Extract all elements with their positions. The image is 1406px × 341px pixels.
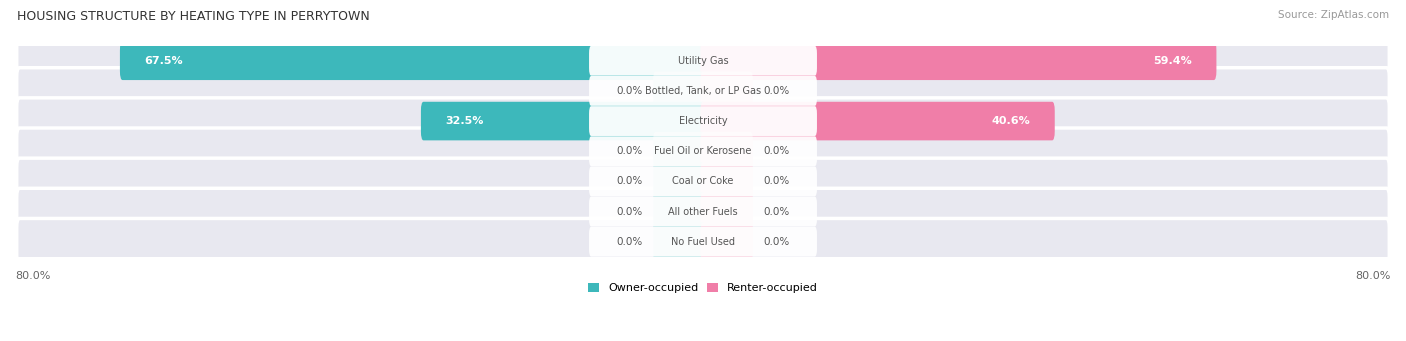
Text: No Fuel Used: No Fuel Used: [671, 237, 735, 247]
FancyBboxPatch shape: [654, 162, 706, 201]
FancyBboxPatch shape: [589, 136, 817, 166]
Text: 0.0%: 0.0%: [617, 176, 643, 187]
Text: 0.0%: 0.0%: [617, 237, 643, 247]
FancyBboxPatch shape: [700, 42, 1216, 80]
Text: Source: ZipAtlas.com: Source: ZipAtlas.com: [1278, 10, 1389, 20]
FancyBboxPatch shape: [700, 102, 1054, 140]
FancyBboxPatch shape: [700, 132, 752, 170]
FancyBboxPatch shape: [700, 162, 752, 201]
Text: Utility Gas: Utility Gas: [678, 56, 728, 66]
FancyBboxPatch shape: [654, 192, 706, 231]
FancyBboxPatch shape: [589, 46, 817, 76]
FancyBboxPatch shape: [120, 42, 706, 80]
FancyBboxPatch shape: [17, 158, 1389, 205]
FancyBboxPatch shape: [654, 222, 706, 261]
Text: 0.0%: 0.0%: [763, 146, 789, 156]
Text: 0.0%: 0.0%: [763, 176, 789, 187]
Text: Coal or Coke: Coal or Coke: [672, 176, 734, 187]
Text: 0.0%: 0.0%: [617, 207, 643, 217]
Text: 67.5%: 67.5%: [143, 56, 183, 66]
FancyBboxPatch shape: [17, 38, 1389, 84]
FancyBboxPatch shape: [700, 192, 752, 231]
Text: 0.0%: 0.0%: [763, 86, 789, 96]
Text: 32.5%: 32.5%: [446, 116, 484, 126]
Text: 80.0%: 80.0%: [15, 271, 51, 281]
FancyBboxPatch shape: [654, 72, 706, 110]
Text: 0.0%: 0.0%: [763, 207, 789, 217]
FancyBboxPatch shape: [17, 128, 1389, 175]
Text: Electricity: Electricity: [679, 116, 727, 126]
Text: 59.4%: 59.4%: [1153, 56, 1192, 66]
FancyBboxPatch shape: [589, 227, 817, 256]
FancyBboxPatch shape: [589, 76, 817, 106]
Text: Fuel Oil or Kerosene: Fuel Oil or Kerosene: [654, 146, 752, 156]
Text: 0.0%: 0.0%: [763, 237, 789, 247]
FancyBboxPatch shape: [17, 219, 1389, 265]
FancyBboxPatch shape: [589, 106, 817, 136]
FancyBboxPatch shape: [654, 132, 706, 170]
Text: 0.0%: 0.0%: [617, 86, 643, 96]
Legend: Owner-occupied, Renter-occupied: Owner-occupied, Renter-occupied: [583, 278, 823, 298]
Text: Bottled, Tank, or LP Gas: Bottled, Tank, or LP Gas: [645, 86, 761, 96]
FancyBboxPatch shape: [17, 68, 1389, 114]
Text: 80.0%: 80.0%: [1355, 271, 1391, 281]
FancyBboxPatch shape: [589, 166, 817, 196]
Text: 0.0%: 0.0%: [617, 146, 643, 156]
FancyBboxPatch shape: [589, 197, 817, 226]
FancyBboxPatch shape: [700, 222, 752, 261]
Text: HOUSING STRUCTURE BY HEATING TYPE IN PERRYTOWN: HOUSING STRUCTURE BY HEATING TYPE IN PER…: [17, 10, 370, 23]
FancyBboxPatch shape: [17, 188, 1389, 235]
FancyBboxPatch shape: [17, 98, 1389, 144]
FancyBboxPatch shape: [700, 72, 752, 110]
Text: All other Fuels: All other Fuels: [668, 207, 738, 217]
Text: 40.6%: 40.6%: [991, 116, 1031, 126]
FancyBboxPatch shape: [420, 102, 706, 140]
